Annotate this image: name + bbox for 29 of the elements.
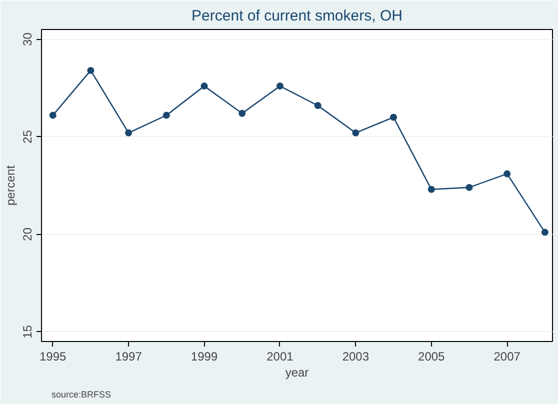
point	[87, 66, 94, 74]
y-tick-label: 25	[20, 130, 34, 144]
point	[390, 114, 398, 121]
x-tick-label: 1999	[190, 350, 218, 364]
point	[352, 129, 360, 136]
y-axis-title: percent	[4, 164, 18, 206]
point	[466, 184, 473, 191]
point	[314, 102, 322, 110]
x-tick-label: 2001	[266, 350, 294, 364]
point	[125, 129, 132, 136]
point	[541, 228, 548, 236]
point	[238, 110, 246, 117]
x-tick-label: 2003	[342, 350, 370, 364]
point	[428, 186, 435, 193]
x-tick-label: 2007	[494, 350, 521, 364]
point	[504, 170, 511, 178]
source-note: source:BRFSS	[52, 390, 112, 400]
y-tick-label: 15	[20, 324, 34, 338]
x-tick-label: 1997	[115, 350, 142, 364]
x-tick-label: 1995	[40, 350, 67, 364]
x-tick-label: 2005	[418, 350, 446, 364]
y-tick-label: 20	[20, 227, 34, 241]
point	[200, 82, 208, 90]
chart-title: Percent of current smokers, OH	[192, 8, 402, 24]
point	[49, 112, 56, 119]
point	[162, 112, 170, 119]
point	[276, 82, 284, 90]
x-axis-title: year	[285, 366, 309, 380]
y-tick-label: 30	[20, 32, 34, 46]
